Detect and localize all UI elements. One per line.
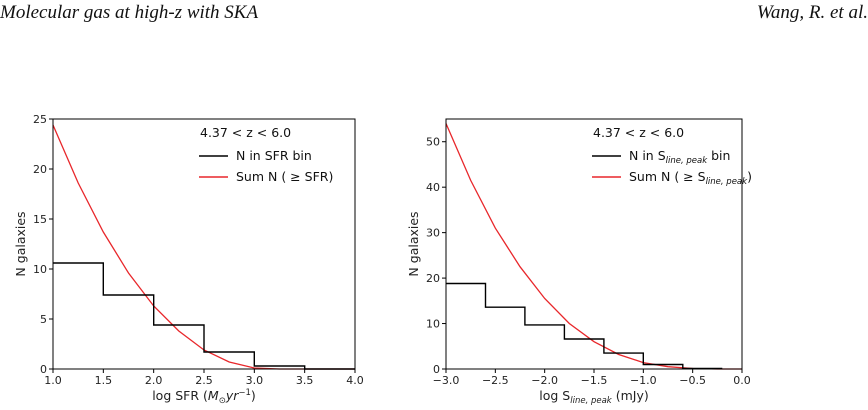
y-tick-label: 0 <box>40 363 47 376</box>
x-axis-label: log Sline, peak (mJy) <box>539 388 648 406</box>
x-axis-label-prefix: log SFR ( <box>152 388 208 403</box>
x-tick-label: 0.0 <box>733 374 751 387</box>
x-axis-unit-subscript: ⊙ <box>219 396 226 406</box>
x-axis-label-suffix: ) <box>251 388 256 403</box>
legend-label: Sum N ( ≥ S <box>629 169 706 184</box>
y-tick-label: 20 <box>426 272 440 285</box>
redshift-annotation: 4.37 < z < 6.0 <box>593 125 684 140</box>
y-tick-label: 25 <box>33 113 47 126</box>
x-axis-label-prefix: log S <box>539 388 570 403</box>
bin-histogram <box>53 262 355 370</box>
x-tick-label: −0.5 <box>679 374 706 387</box>
legend-label-subscript: line, peak <box>706 177 749 187</box>
x-tick-label: 3.0 <box>246 374 264 387</box>
y-tick-label: 30 <box>426 227 440 240</box>
y-tick-label: 20 <box>33 163 47 176</box>
legend-entry: Sum N ( ≥ SFR) <box>236 169 333 184</box>
x-tick-label: −3.0 <box>433 374 460 387</box>
x-tick-label: −1.5 <box>581 374 608 387</box>
chart-sfr-distribution: 1.0 1.5 2.0 2.5 3.0 3.5 4.0 0 5 10 15 20 25 N galaxie… <box>13 113 364 406</box>
legend-label-subscript: line, peak <box>666 156 709 166</box>
x-tick-label: 1.0 <box>44 374 62 387</box>
chart-line-flux-distribution: −3.0 −2.5 −2.0 −1.5 −1.0 −0.5 0.0 0 10 20 30 40 50 N … <box>406 118 752 406</box>
legend-label-tail: ) <box>747 169 752 184</box>
x-tick-label: 1.5 <box>95 374 113 387</box>
y-tick-label: 10 <box>33 263 47 276</box>
y-axis-label: N galaxies <box>13 211 28 276</box>
x-tick-label: −2.5 <box>482 374 509 387</box>
legend-entry: N in Sline, peak bin <box>629 148 730 166</box>
legend-label: Sum N ( ≥ SFR) <box>236 169 333 184</box>
bin-histogram <box>446 282 723 370</box>
y-tick-label: 10 <box>426 318 440 331</box>
x-axis-unit-base: M <box>208 388 219 403</box>
y-tick-label: 0 <box>433 363 440 376</box>
y-tick-label: 40 <box>426 181 440 194</box>
x-tick-label: −2.0 <box>531 374 558 387</box>
legend-label: N in S <box>629 148 666 163</box>
y-axis-label: N galaxies <box>406 211 421 276</box>
running-header-author: Wang, R. et al. <box>756 2 868 23</box>
x-axis-unit-subscript: line, peak <box>570 396 613 406</box>
x-tick-label: −1.0 <box>630 374 657 387</box>
x-axis-label: log SFR (M⊙yr−1) <box>152 388 256 406</box>
y-tick-label: 50 <box>426 136 440 149</box>
legend-entry: Sum N ( ≥ Sline, peak) <box>629 169 752 187</box>
x-tick-label: 4.0 <box>346 374 364 387</box>
redshift-annotation: 4.37 < z < 6.0 <box>200 125 291 140</box>
y-tick-label: 5 <box>40 313 47 326</box>
x-axis-unit-exponent: −1 <box>238 388 251 398</box>
x-tick-label: 3.5 <box>296 374 314 387</box>
legend-label-tail: bin <box>707 148 730 163</box>
legend-label: N in SFR bin <box>236 148 312 163</box>
y-tick-label: 15 <box>33 213 47 226</box>
running-header-title: Molecular gas at high-z with SKA <box>0 2 259 23</box>
x-axis-unit-rest: yr <box>225 388 239 403</box>
legend-entry: N in SFR bin <box>236 148 312 163</box>
x-axis-unit-rest: (mJy) <box>612 388 649 403</box>
x-tick-label: 2.5 <box>195 374 213 387</box>
x-tick-label: 2.0 <box>145 374 163 387</box>
